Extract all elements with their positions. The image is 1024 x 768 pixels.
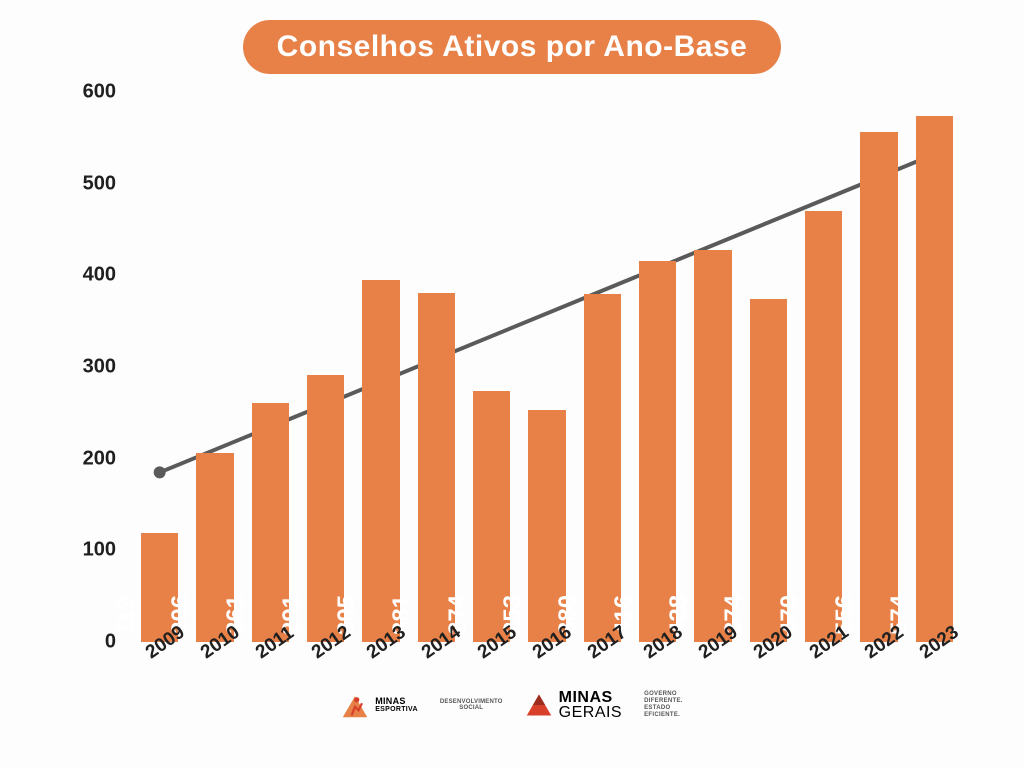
logo4-l4: EFICIENTE.	[644, 712, 683, 719]
logo3-line2: GERAIS	[559, 705, 622, 720]
logo1-top: MINAS	[375, 697, 418, 706]
logo-governo: GOVERNO DIFERENTE. ESTADO EFICIENTE.	[644, 691, 683, 720]
logo3-line1: MINAS	[559, 690, 622, 705]
y-axis-labels: 0100200300400500600	[62, 92, 122, 682]
bar: 395	[362, 280, 400, 642]
y-tick-label: 100	[83, 539, 116, 562]
logo2-top: DESENVOLVIMENTO	[440, 699, 503, 706]
bar: 380	[584, 294, 622, 642]
bar-value-label: 119	[112, 596, 140, 635]
chart: 0100200300400500600 11920626129139538127…	[62, 92, 962, 682]
y-tick-label: 600	[83, 81, 116, 104]
chart-title: Conselhos Ativos por Ano-Base	[243, 20, 782, 74]
x-axis-labels: 2009201020112012201320142015201620172018…	[132, 642, 962, 682]
bar: 374	[750, 299, 788, 642]
bar: 428	[694, 250, 732, 642]
logo4-l3: ESTADO	[644, 705, 683, 712]
logo4-l1: GOVERNO	[644, 691, 683, 698]
footer-logos: MINAS ESPORTIVA DESENVOLVIMENTO SOCIAL M…	[62, 690, 962, 720]
y-tick-label: 500	[83, 172, 116, 195]
page: Conselhos Ativos por Ano-Base 0100200300…	[0, 0, 1024, 768]
bar: 470	[805, 211, 843, 642]
triangle-icon	[525, 691, 553, 719]
bar: 416	[639, 261, 677, 642]
y-tick-label: 400	[83, 264, 116, 287]
runner-icon	[341, 691, 369, 719]
y-tick-label: 200	[83, 447, 116, 470]
bar: 381	[418, 293, 456, 642]
bar: 574	[916, 116, 954, 642]
logo-desenvolvimento-social: DESENVOLVIMENTO SOCIAL	[440, 699, 503, 712]
logo-minas-gerais: MINAS GERAIS	[525, 690, 622, 720]
logo4-l2: DIFERENTE.	[644, 698, 683, 705]
plot-area: 1192062612913953812742533804164283744705…	[132, 92, 962, 642]
bar: 556	[860, 132, 898, 642]
logo-minas-esportiva: MINAS ESPORTIVA	[341, 691, 418, 719]
y-tick-label: 300	[83, 356, 116, 379]
logo1-bottom: ESPORTIVA	[375, 706, 418, 713]
logo2-bottom: SOCIAL	[440, 705, 503, 712]
